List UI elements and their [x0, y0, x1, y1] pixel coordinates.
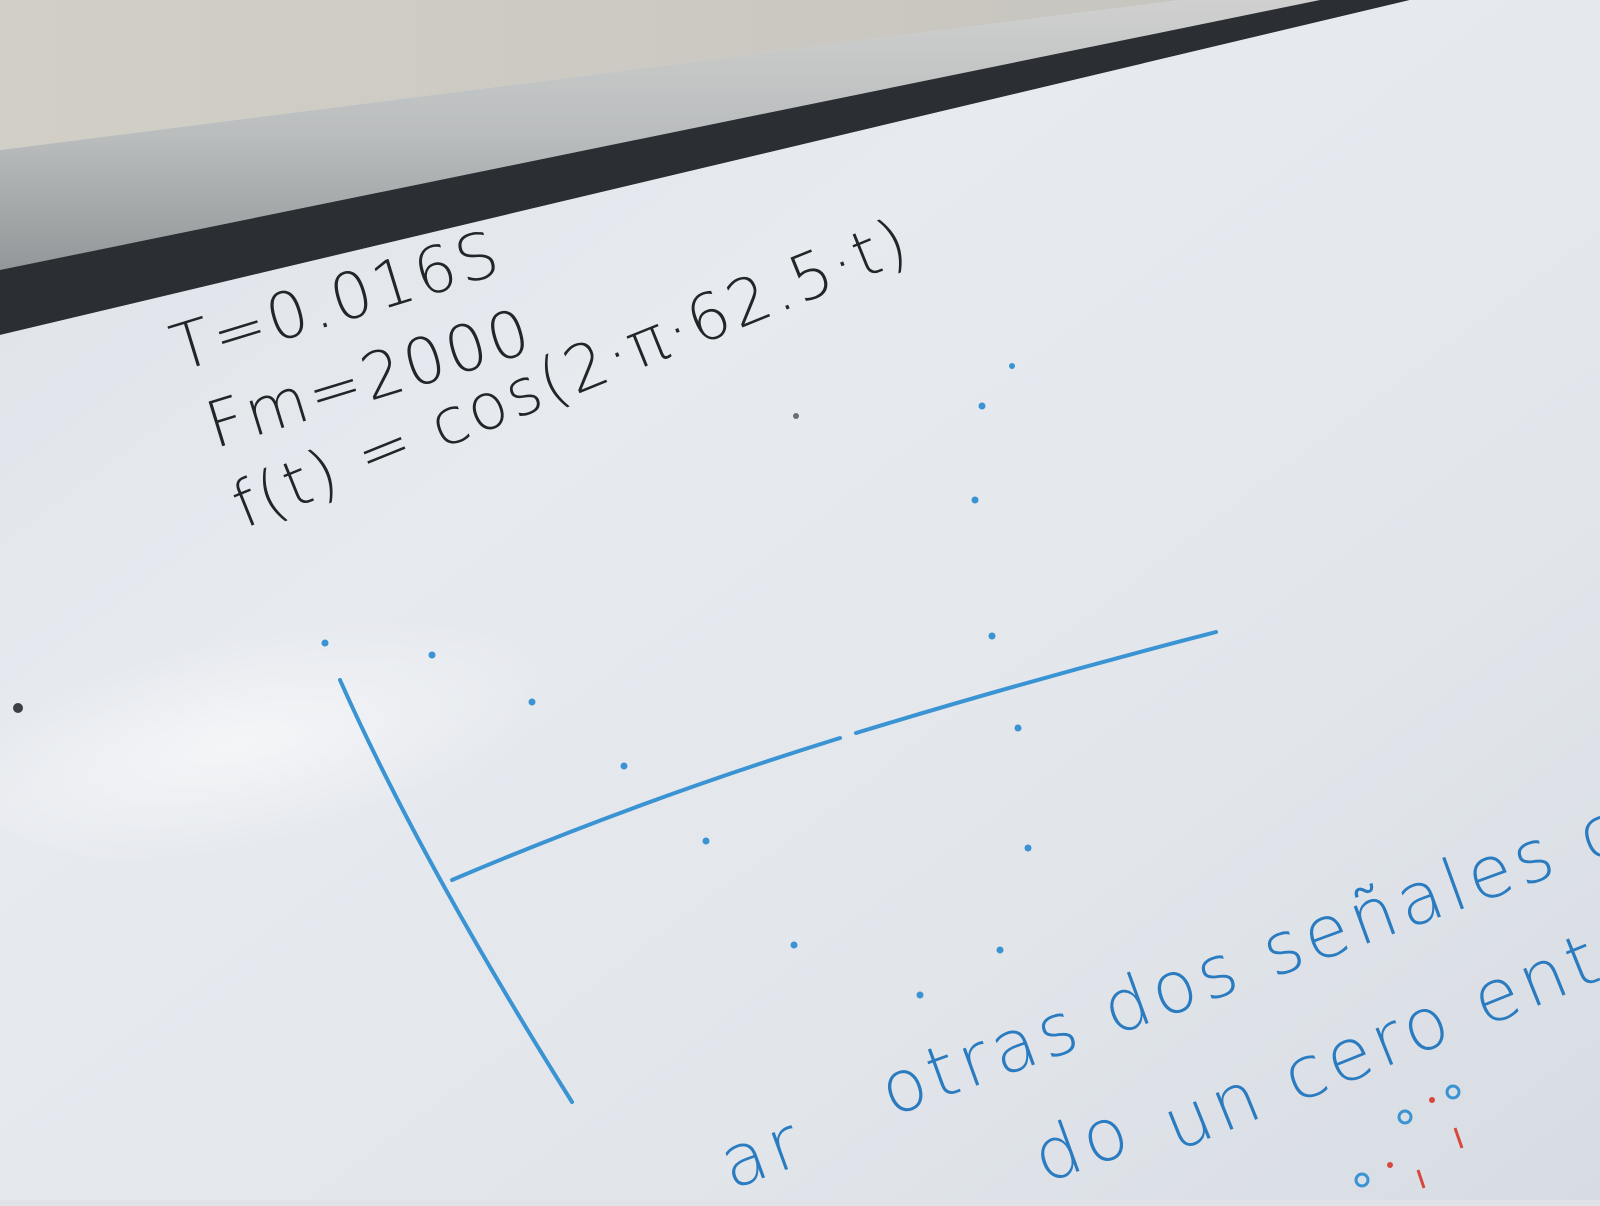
red-stroke [1416, 1169, 1426, 1189]
dot [1014, 724, 1022, 732]
dot [620, 762, 628, 770]
dot [528, 698, 536, 706]
horizontal-axis-right [854, 630, 1218, 735]
dot [1397, 1109, 1413, 1125]
dot [1024, 844, 1032, 852]
dot [428, 651, 436, 659]
dot [321, 639, 329, 647]
dot [1009, 363, 1015, 369]
dot [790, 941, 798, 949]
hand-drawn-axes [338, 630, 1218, 1104]
dot [971, 496, 979, 504]
dot [996, 946, 1004, 954]
dot [988, 632, 996, 640]
dot [702, 837, 710, 845]
board-glare [0, 514, 872, 866]
dot [978, 402, 986, 410]
horizontal-axis-left [450, 736, 842, 882]
bottom-right-marks [1354, 1084, 1464, 1189]
dot [1429, 1097, 1435, 1103]
dot [1387, 1162, 1393, 1168]
dot [1354, 1172, 1370, 1188]
dot [1445, 1084, 1461, 1100]
red-stroke [1453, 1127, 1464, 1149]
vertical-axis [338, 678, 574, 1104]
dot [916, 991, 924, 999]
marker-dots [321, 363, 1032, 999]
dark-dot [13, 703, 23, 713]
grey-dot [793, 413, 799, 419]
